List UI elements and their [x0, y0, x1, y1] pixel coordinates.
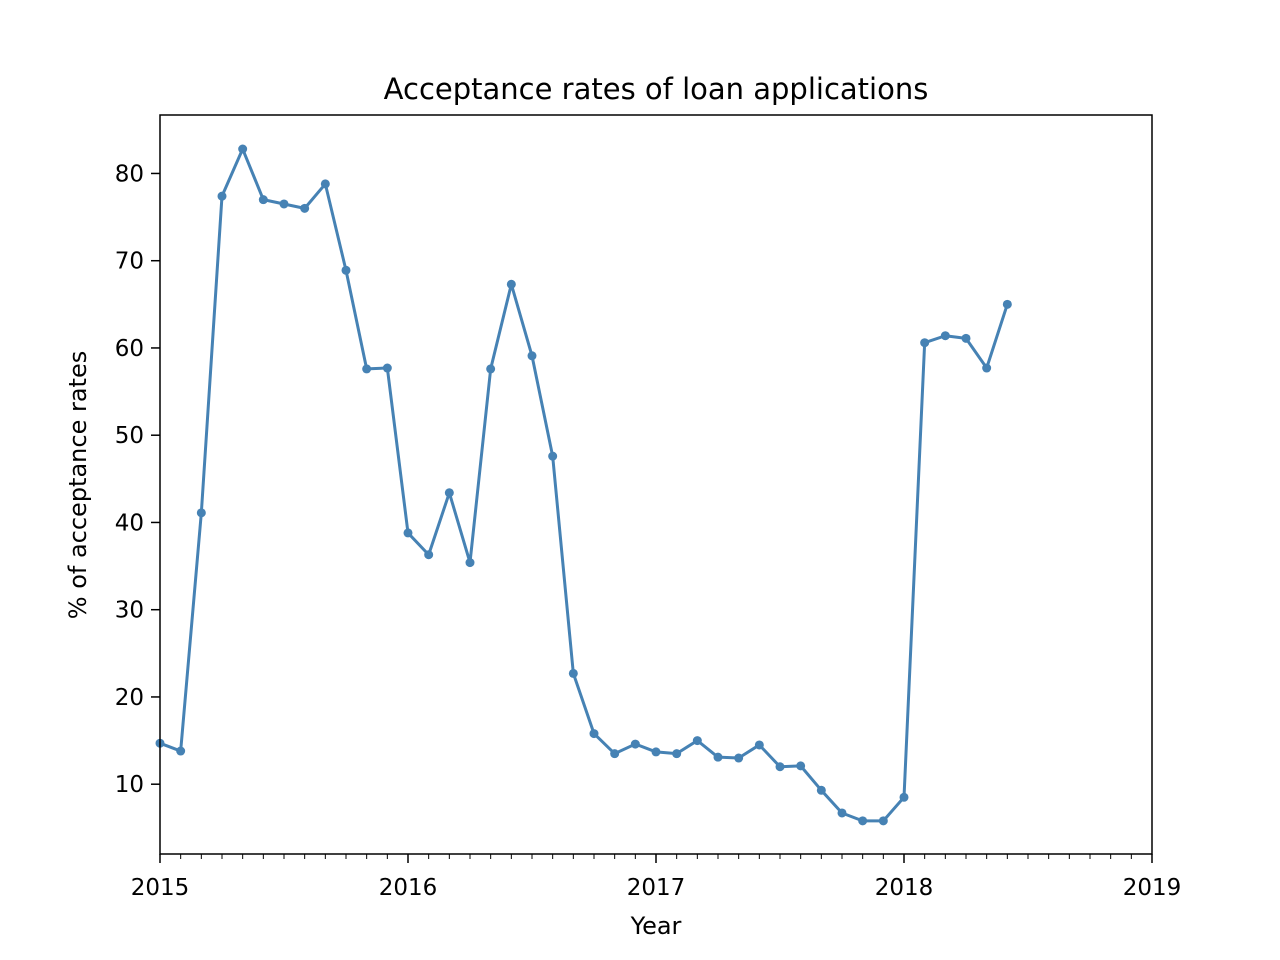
data-point [279, 199, 289, 209]
y-tick-label: 70 [115, 249, 144, 275]
data-point [176, 746, 186, 756]
data-point [300, 203, 310, 213]
data-point [940, 331, 950, 341]
x-tick-label: 2017 [627, 875, 686, 901]
data-point [775, 762, 785, 772]
data-point [403, 528, 413, 538]
data-point [920, 338, 930, 348]
data-point [816, 785, 826, 795]
data-point [858, 816, 868, 826]
x-axis-title: Year [630, 912, 682, 940]
y-axis-title: % of acceptance rates [64, 351, 92, 619]
data-point [568, 668, 578, 678]
y-tick-label: 50 [115, 423, 144, 449]
series-line [159, 147, 1009, 823]
data-point [465, 558, 475, 568]
data-point [527, 351, 537, 361]
data-point [1002, 299, 1012, 309]
data-point [444, 488, 454, 498]
data-point [238, 144, 248, 154]
plot-axes: 2015 2016 2017 2018 2019 10 20 30 40 50 60 70 80 [115, 161, 1182, 901]
data-point [982, 363, 992, 373]
data-point [692, 736, 702, 746]
data-point [899, 792, 909, 802]
y-tick-label: 80 [115, 161, 144, 187]
data-point [548, 451, 558, 461]
data-point [217, 191, 227, 201]
data-point [196, 508, 206, 518]
data-point [878, 816, 888, 826]
data-point [382, 363, 392, 373]
series-layer [155, 144, 1012, 826]
data-point [796, 761, 806, 771]
data-point [713, 752, 723, 762]
data-point [320, 179, 330, 189]
data-point [754, 740, 764, 750]
data-point [424, 550, 434, 560]
y-tick-label: 10 [115, 772, 144, 798]
data-point [486, 364, 496, 374]
x-tick-label: 2018 [875, 875, 934, 901]
y-tick-label: 40 [115, 510, 144, 536]
data-point [651, 747, 661, 757]
data-point [610, 749, 620, 759]
data-point [630, 739, 640, 749]
data-point [837, 808, 847, 818]
data-point [506, 279, 516, 289]
x-tick-label: 2019 [1123, 875, 1182, 901]
data-point [258, 195, 268, 205]
plot-frame [159, 114, 1153, 855]
data-point [589, 729, 599, 739]
data-point [362, 364, 372, 374]
chart-title: Acceptance rates of loan applications [384, 72, 929, 106]
y-tick-label: 30 [115, 598, 144, 624]
x-tick-label: 2016 [379, 875, 438, 901]
y-tick-label: 60 [115, 336, 144, 362]
data-point [734, 753, 744, 763]
data-point [961, 333, 971, 343]
data-point [672, 749, 682, 759]
x-tick-label: 2015 [131, 875, 190, 901]
y-tick-label: 20 [115, 685, 144, 711]
data-point [341, 265, 351, 275]
